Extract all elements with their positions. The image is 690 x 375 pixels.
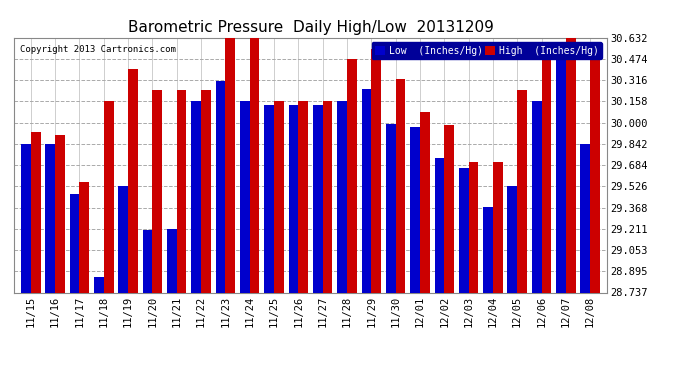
Bar [507, 186, 518, 292]
Bar [94, 277, 104, 292]
Bar [201, 90, 210, 292]
Bar [152, 90, 162, 292]
Bar [542, 59, 551, 292]
Bar [386, 124, 395, 292]
Bar [274, 101, 284, 292]
Bar [444, 125, 454, 292]
Bar [226, 38, 235, 292]
Bar [21, 144, 31, 292]
Bar [493, 162, 502, 292]
Bar [167, 229, 177, 292]
Bar [323, 101, 333, 292]
Bar [216, 81, 226, 292]
Bar [411, 127, 420, 292]
Bar [532, 101, 542, 292]
Bar [79, 182, 89, 292]
Bar [556, 59, 566, 292]
Bar [264, 105, 274, 292]
Bar [395, 80, 405, 292]
Bar [31, 132, 41, 292]
Bar [288, 105, 298, 292]
Bar [143, 230, 152, 292]
Bar [580, 144, 590, 292]
Bar [362, 89, 371, 292]
Bar [459, 168, 469, 292]
Bar [313, 105, 323, 292]
Bar [128, 69, 138, 292]
Bar [337, 101, 347, 292]
Bar [119, 186, 128, 292]
Bar [347, 59, 357, 292]
Bar [55, 135, 65, 292]
Bar [191, 101, 201, 292]
Bar [371, 48, 381, 292]
Title: Barometric Pressure  Daily High/Low  20131209: Barometric Pressure Daily High/Low 20131… [128, 20, 493, 35]
Bar [469, 162, 478, 292]
Bar [518, 90, 527, 292]
Bar [483, 207, 493, 292]
Bar [104, 101, 114, 292]
Legend: Low  (Inches/Hg), High  (Inches/Hg): Low (Inches/Hg), High (Inches/Hg) [371, 42, 602, 59]
Bar [46, 144, 55, 292]
Bar [177, 90, 186, 292]
Bar [250, 38, 259, 292]
Bar [590, 48, 600, 292]
Bar [566, 38, 575, 292]
Bar [435, 158, 444, 292]
Bar [420, 112, 430, 292]
Bar [240, 101, 250, 292]
Bar [70, 194, 79, 292]
Text: Copyright 2013 Cartronics.com: Copyright 2013 Cartronics.com [20, 45, 176, 54]
Bar [298, 101, 308, 292]
